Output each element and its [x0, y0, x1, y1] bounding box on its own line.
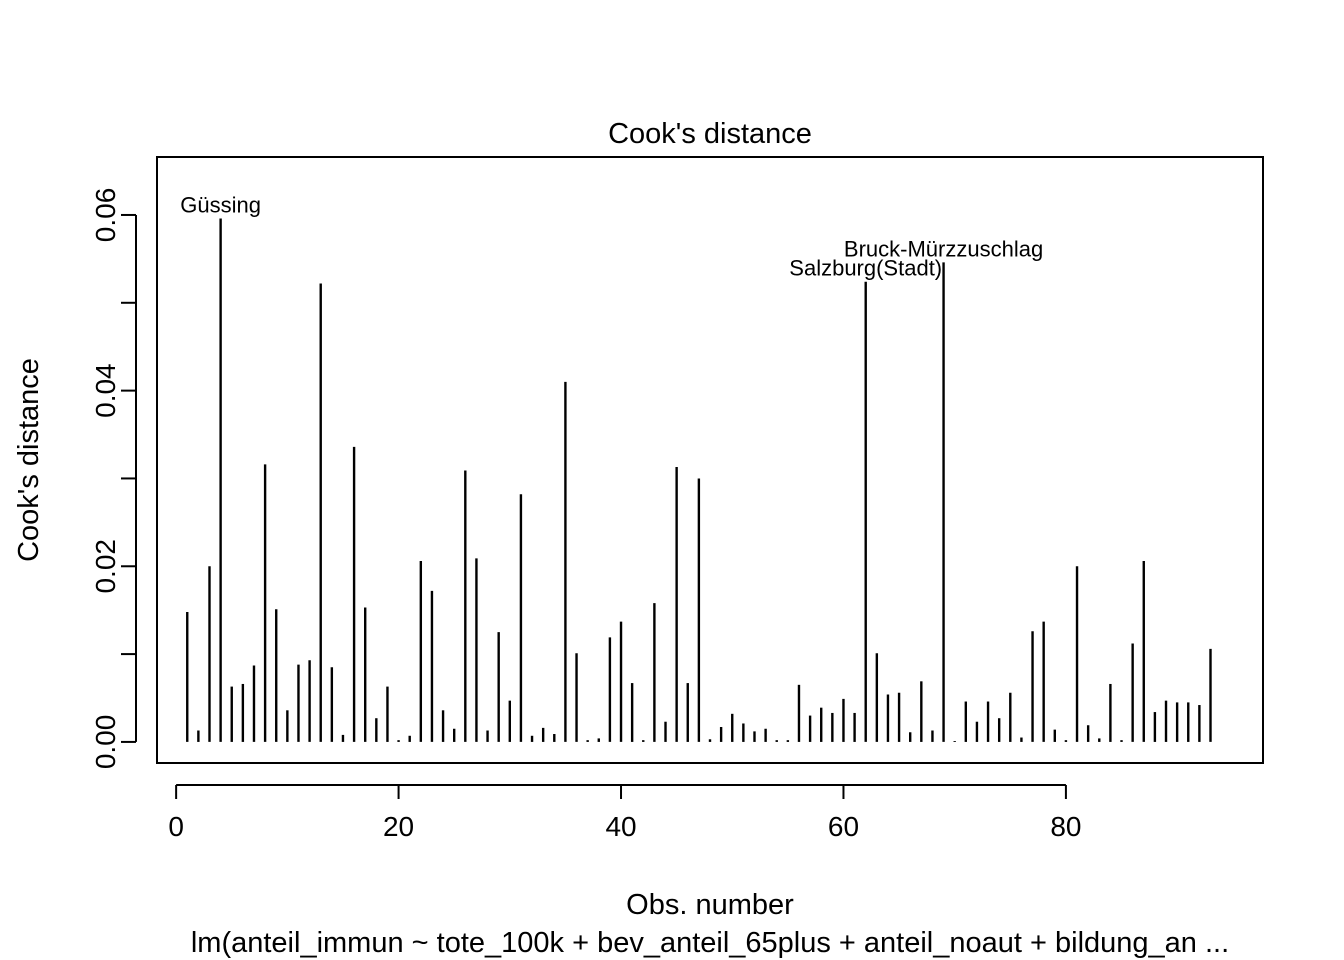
y-tick-label-0.00: 0.00	[90, 715, 121, 770]
y-tick-label-0.04: 0.04	[90, 363, 121, 418]
y-tick-label-0.06: 0.06	[90, 188, 121, 243]
y-axis: 0.00 0.02 0.04 0.06	[90, 188, 137, 770]
bar-series	[186, 218, 1212, 742]
x-tick-label-0: 0	[168, 811, 184, 842]
model-formula-subtitle: lm(anteil_immun ~ tote_100k + bev_anteil…	[191, 927, 1229, 959]
point-labels: Güssing Salzburg(Stadt)Bruck-Mürzzuschlag	[180, 192, 1043, 280]
x-tick-label-80: 80	[1050, 811, 1081, 842]
point-label-0: Güssing	[180, 192, 261, 217]
point-label-1: Salzburg(Stadt)	[789, 256, 942, 281]
y-axis-title: Cook's distance	[13, 358, 45, 562]
x-tick-label-40: 40	[605, 811, 636, 842]
x-tick-label-20: 20	[383, 811, 414, 842]
x-tick-label-60: 60	[828, 811, 859, 842]
x-axis: 0 20 40 60 80	[168, 784, 1081, 842]
chart-title: Cook's distance	[608, 118, 812, 150]
plot-frame	[156, 156, 1264, 764]
x-axis-title: Obs. number	[626, 889, 794, 921]
point-label-2: Bruck-Mürzzuschlag	[844, 236, 1043, 261]
y-tick-label-0.02: 0.02	[90, 539, 121, 594]
